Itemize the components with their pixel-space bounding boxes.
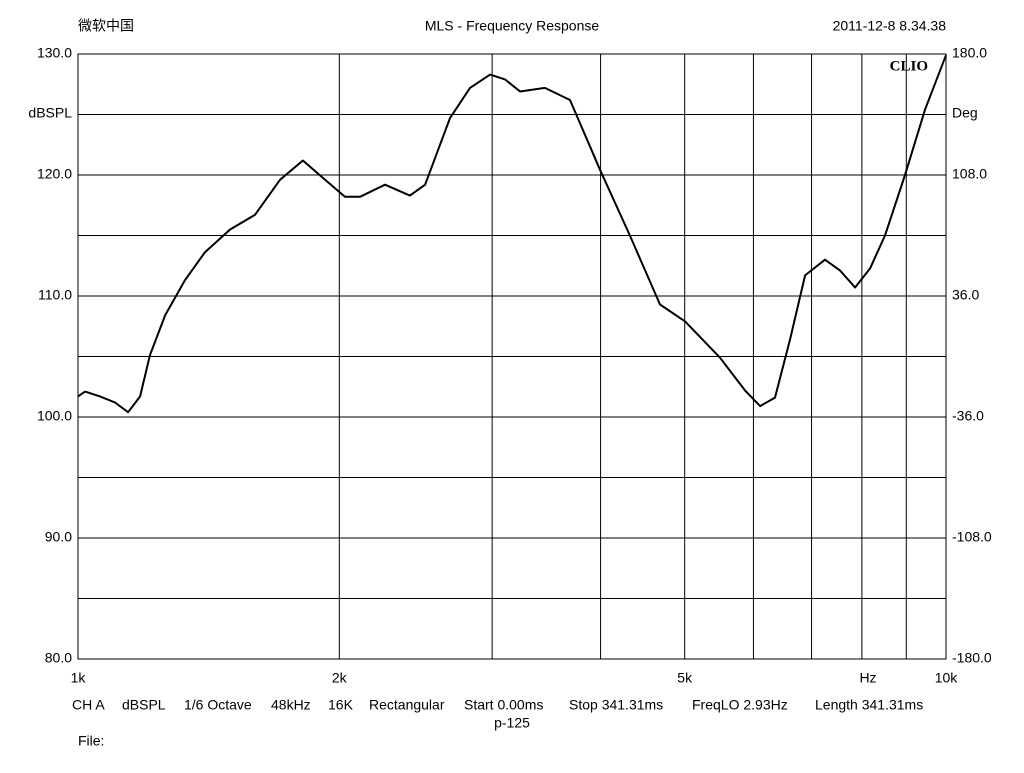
brand: CLIO (890, 58, 928, 74)
y-tick-label: 80.0 (45, 650, 72, 666)
y2-tick-label: 180.0 (952, 45, 987, 61)
footer-item: Stop 341.31ms (569, 697, 663, 713)
y-axis-label: dBSPL (28, 105, 72, 121)
y2-tick-label: 108.0 (952, 166, 987, 182)
y-tick-label: 110.0 (38, 287, 72, 303)
y2-axis-label: Deg (952, 105, 978, 121)
x-tick-label: 1k (71, 670, 87, 686)
y2-tick-label: -180.0 (952, 650, 992, 666)
timestamp: 2011-12-8 8.34.38 (833, 18, 947, 34)
x-tick-label: 10k (935, 670, 959, 686)
footer-item: 48kHz (271, 697, 311, 713)
y2-tick-label: -108.0 (952, 529, 992, 545)
y-tick-label: 100.0 (37, 408, 72, 424)
footer-item: Length 341.31ms (815, 697, 923, 713)
footer-item: Start 0.00ms (464, 697, 543, 713)
y2-tick-label: 36.0 (952, 287, 979, 303)
plot-frame (77, 53, 947, 660)
x-axis-label: Hz (859, 670, 876, 686)
x-tick-label: 5k (677, 670, 693, 686)
footer-item: 1/6 Octave (184, 697, 252, 713)
header-left: 微软中国 (78, 18, 134, 34)
response-curve (77, 54, 947, 414)
y-tick-label: 120.0 (37, 166, 72, 182)
footer-item: dBSPL (122, 697, 166, 713)
footer-item: FreqLO 2.93Hz (692, 697, 788, 713)
x-tick-label: 2k (332, 670, 348, 686)
y2-tick-label: -36.0 (952, 408, 984, 424)
footer-sub: p-125 (494, 715, 530, 731)
footer-item: Rectangular (369, 697, 445, 713)
footer-item: CH A (72, 697, 105, 713)
file-label: File: (78, 733, 104, 749)
y-tick-label: 130.0 (37, 45, 72, 61)
chart-title: MLS - Frequency Response (425, 18, 600, 34)
y-tick-label: 90.0 (45, 529, 72, 545)
footer-item: 16K (328, 697, 354, 713)
